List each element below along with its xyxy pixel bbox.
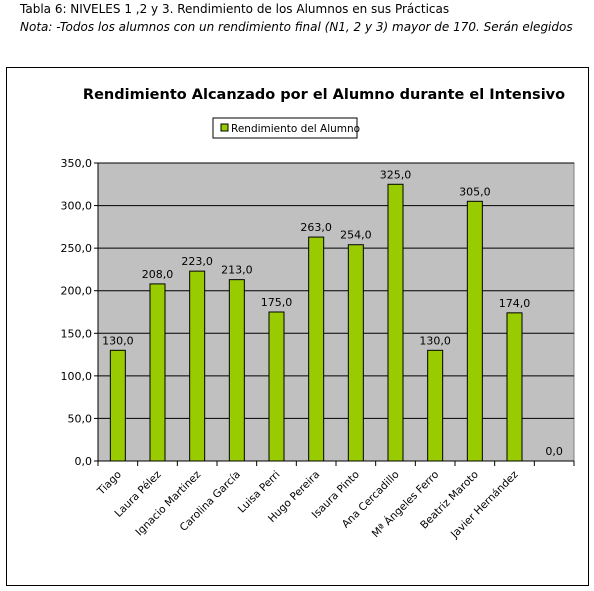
- category-label: Tiago: [95, 469, 124, 498]
- bar: [347, 244, 364, 462]
- bar: [268, 311, 285, 462]
- y-axis: 0,0 50,0 100,0 150,0 200,0 250,0 300,0 350,0: [61, 157, 99, 468]
- data-label: 208,0: [142, 268, 174, 281]
- y-tick-label: 350,0: [61, 157, 93, 170]
- bar: [466, 200, 483, 462]
- data-label: 305,0: [459, 185, 491, 198]
- data-label: 263,0: [300, 221, 332, 234]
- category-label: Mª Ángeles Ferro: [369, 468, 441, 540]
- legend: Rendimiento del Alumno: [212, 117, 360, 139]
- legend-box: [212, 117, 358, 139]
- legend-label: Rendimiento del Alumno: [231, 123, 360, 135]
- y-tick-label: 250,0: [61, 242, 93, 255]
- legend-swatch: [220, 123, 229, 132]
- data-label: 325,0: [380, 168, 412, 181]
- bar: [189, 270, 206, 462]
- y-tick-label: 100,0: [61, 370, 93, 383]
- bar: [506, 312, 523, 462]
- data-label: 254,0: [340, 229, 372, 242]
- bars: [109, 183, 523, 462]
- data-label: 0,0: [545, 445, 563, 458]
- category-label: Javier Hernández: [448, 468, 521, 541]
- y-tick-label: 200,0: [61, 285, 93, 298]
- caption-title: Tabla 6: NIVELES 1 ,2 y 3. Rendimiento d…: [20, 2, 450, 16]
- data-label: 223,0: [181, 255, 213, 268]
- data-label: 130,0: [419, 334, 451, 347]
- y-tick-label: 0,0: [75, 455, 93, 468]
- gridlines: [98, 162, 574, 419]
- plot-area: [97, 162, 575, 462]
- bar: [109, 349, 126, 462]
- chart-title: Rendimiento Alcanzado por el Alumno dura…: [83, 87, 565, 103]
- y-tick-label: 50,0: [68, 412, 93, 425]
- data-label: 213,0: [221, 264, 253, 277]
- bar: [308, 236, 325, 462]
- y-tick-label: 150,0: [61, 327, 93, 340]
- bar: [149, 283, 166, 462]
- data-label: 174,0: [499, 297, 531, 310]
- caption-note: Nota: -Todos los alumnos con un rendimie…: [20, 20, 573, 34]
- data-labels: 130,0 208,0 223,0 213,0 175,0 263,0 254,0 325,0…: [102, 168, 563, 458]
- bar: [427, 349, 444, 462]
- data-label: 175,0: [261, 296, 293, 309]
- bar: [387, 183, 404, 462]
- bar: [228, 279, 245, 462]
- y-tick-label: 300,0: [61, 200, 93, 213]
- data-label: 130,0: [102, 334, 134, 347]
